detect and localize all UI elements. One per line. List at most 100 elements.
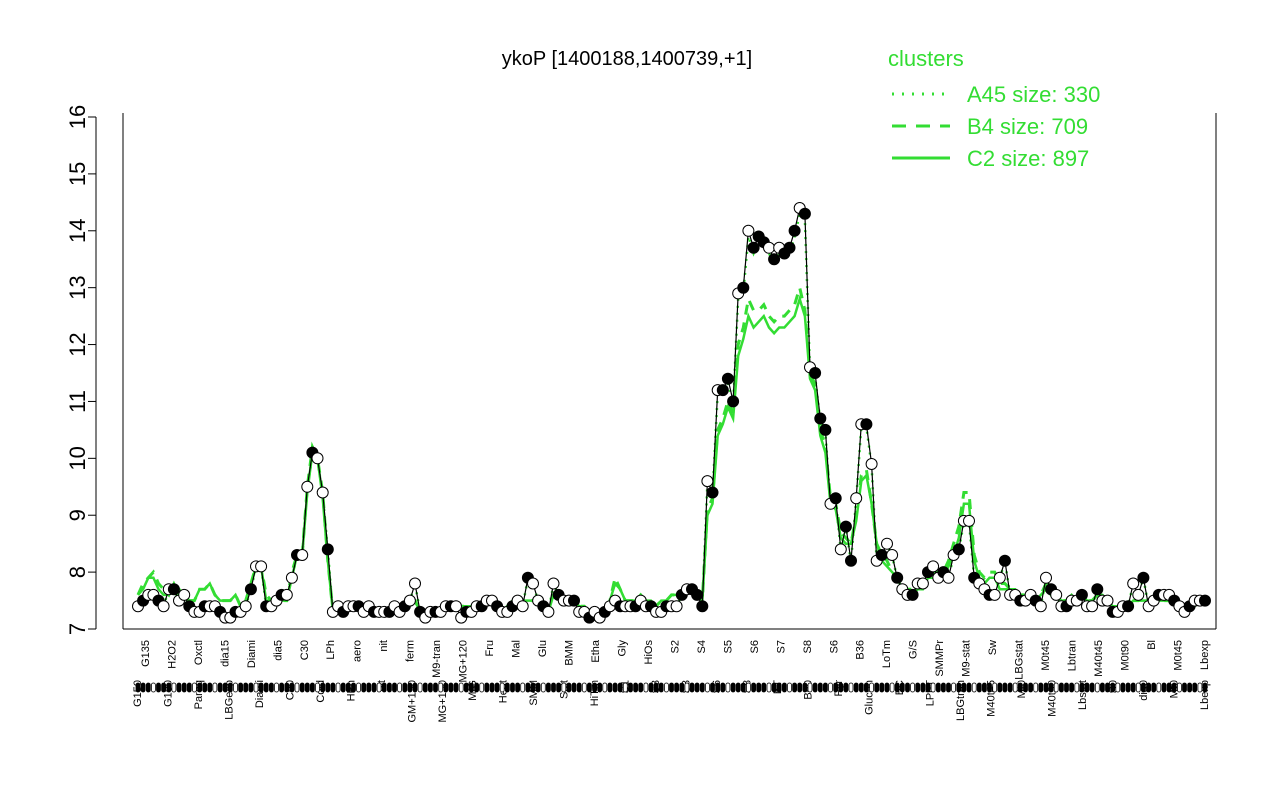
data-point bbox=[285, 571, 298, 584]
rug-mark bbox=[1079, 682, 1085, 693]
x-label-upper: Gly bbox=[616, 640, 628, 657]
data-point bbox=[993, 571, 1006, 584]
data-point bbox=[1137, 571, 1150, 584]
y-tick-label: 8 bbox=[65, 566, 90, 578]
rug-mark bbox=[258, 682, 264, 693]
rug-mark bbox=[274, 682, 279, 693]
rug-mark bbox=[510, 682, 515, 693]
x-label-upper: S8 bbox=[802, 640, 814, 653]
data-point bbox=[450, 600, 462, 613]
rug-mark bbox=[787, 682, 792, 693]
rug-mark bbox=[351, 682, 356, 693]
data-point bbox=[706, 486, 719, 499]
rug-mark bbox=[812, 682, 818, 693]
rug-mark bbox=[135, 682, 141, 693]
data-point bbox=[865, 458, 878, 470]
rug-mark bbox=[1012, 682, 1018, 693]
rug-mark bbox=[910, 682, 915, 693]
data-point bbox=[1091, 583, 1104, 596]
data-point bbox=[1086, 600, 1099, 613]
rug-mark bbox=[479, 682, 485, 693]
rug-mark bbox=[1028, 682, 1033, 693]
rug-mark bbox=[556, 682, 561, 693]
rug-mark bbox=[1100, 682, 1105, 693]
legend-label: A45 size: 330 bbox=[967, 82, 1100, 107]
data-point bbox=[1050, 588, 1063, 601]
x-label-upper: SMMPr bbox=[934, 640, 946, 677]
x-label-upper: LoTm bbox=[881, 640, 893, 668]
rug-mark bbox=[684, 682, 690, 693]
y-axis: 7 8 9 10 11 12 13 14 15 16 bbox=[65, 105, 97, 635]
rug-mark bbox=[561, 682, 567, 693]
rug-mark bbox=[443, 682, 449, 693]
rug-mark bbox=[145, 682, 151, 693]
y-tick-label: 7 bbox=[65, 623, 90, 635]
data-point bbox=[321, 543, 334, 556]
rug-mark bbox=[581, 682, 587, 693]
rug-mark bbox=[1059, 682, 1064, 693]
data-point bbox=[1040, 571, 1052, 584]
y-tick-label: 11 bbox=[65, 390, 90, 413]
rug-mark bbox=[381, 682, 387, 693]
data-point bbox=[1122, 600, 1135, 613]
rug-mark bbox=[309, 682, 315, 693]
rug-mark bbox=[889, 682, 895, 693]
rug-mark bbox=[782, 682, 787, 693]
x-label-upper: Lbexp bbox=[1199, 640, 1211, 670]
x-label-upper: Oxctl bbox=[193, 640, 205, 665]
x-label-upper: Sw bbox=[987, 640, 999, 655]
rug-mark bbox=[617, 682, 623, 693]
rug-mark bbox=[474, 682, 480, 693]
rug-mark bbox=[299, 682, 305, 693]
rug-mark bbox=[433, 682, 438, 693]
data-point bbox=[527, 577, 539, 590]
rug-mark bbox=[140, 682, 146, 693]
data-point bbox=[988, 588, 1001, 601]
data-point bbox=[691, 588, 704, 601]
x-label-upper: Glu bbox=[537, 640, 549, 657]
x-label-upper: C30 bbox=[299, 640, 311, 660]
rug-mark bbox=[1171, 682, 1177, 693]
rug-mark bbox=[643, 682, 649, 693]
data-point bbox=[280, 588, 293, 601]
rug-mark bbox=[853, 682, 859, 693]
data-point bbox=[737, 281, 750, 294]
data-point bbox=[747, 241, 760, 254]
rug-mark bbox=[340, 682, 346, 693]
rug-mark bbox=[1084, 682, 1090, 693]
rug-mark bbox=[402, 682, 408, 693]
rug-mark bbox=[1151, 682, 1157, 693]
x-label-upper: aero bbox=[352, 640, 364, 662]
data-point bbox=[783, 241, 796, 254]
x-label-upper: Etha bbox=[590, 639, 602, 663]
rug-mark bbox=[1038, 682, 1044, 693]
x-label-upper: M40t45 bbox=[1093, 640, 1105, 677]
data-point bbox=[788, 224, 801, 237]
rug-mark bbox=[792, 682, 797, 693]
x-tick-labels: G135 H2O2 Oxctl dia15 Diami dia5 C30 LPh aero nit… bbox=[132, 639, 1211, 722]
rug-mark bbox=[1202, 682, 1208, 693]
rug-mark bbox=[987, 682, 992, 693]
x-label-upper: Bl bbox=[1146, 640, 1158, 650]
rug-mark bbox=[243, 682, 249, 693]
rug-mark bbox=[320, 682, 326, 693]
rug-mark bbox=[530, 682, 536, 693]
rug-mark bbox=[1197, 682, 1203, 693]
y-tick-label: 16 bbox=[65, 105, 90, 129]
data-point bbox=[721, 372, 734, 385]
data-point bbox=[239, 600, 252, 613]
rug-mark bbox=[202, 682, 208, 693]
rug-mark bbox=[1192, 682, 1198, 693]
x-label-upper: Lbtran bbox=[1067, 640, 1079, 671]
rug-mark bbox=[638, 682, 644, 693]
rug-mark bbox=[823, 682, 828, 693]
rug-mark bbox=[345, 682, 351, 693]
rug-mark bbox=[499, 682, 505, 693]
rug-mark bbox=[976, 682, 982, 693]
data-point bbox=[409, 577, 421, 590]
rug-mark bbox=[956, 682, 962, 693]
rug-mark bbox=[648, 682, 654, 693]
rug-mark bbox=[874, 682, 880, 693]
x-label-upper: S5 bbox=[722, 640, 734, 653]
data-point bbox=[311, 452, 324, 465]
